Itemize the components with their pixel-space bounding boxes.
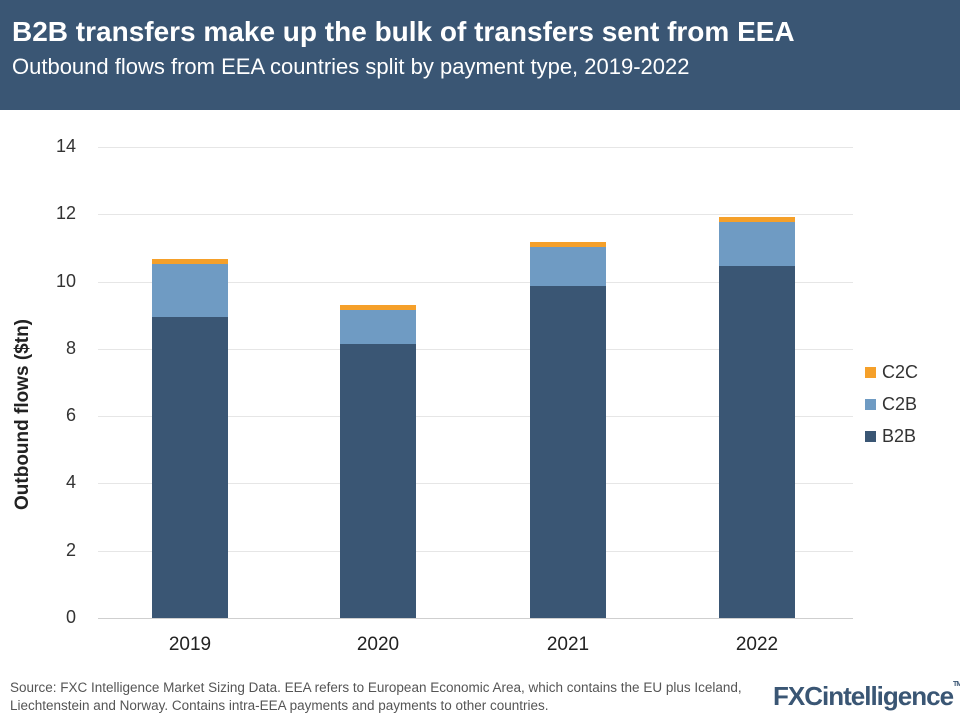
bar-segment-b2b bbox=[719, 266, 795, 618]
bar-segment-c2c bbox=[530, 241, 606, 247]
bar-segment-b2b bbox=[152, 316, 228, 618]
bar-segment-c2c bbox=[340, 305, 416, 310]
bar-2020 bbox=[340, 147, 416, 618]
y-tick-label: 4 bbox=[65, 472, 76, 493]
y-tick-label: 6 bbox=[65, 405, 76, 426]
gridline bbox=[98, 348, 853, 350]
x-tick-label: 2020 bbox=[356, 634, 400, 655]
bar-2019 bbox=[152, 147, 228, 618]
x-tick-label: 2022 bbox=[735, 634, 779, 655]
gridline bbox=[98, 281, 853, 283]
source-note: Source: FXC Intelligence Market Sizing D… bbox=[10, 680, 742, 713]
legend-item-c2b: C2B bbox=[865, 388, 918, 420]
legend-item-c2c: C2C bbox=[865, 356, 918, 388]
fxc-logo: FXCintelligenceTM bbox=[773, 681, 960, 711]
legend-swatch bbox=[865, 398, 876, 410]
chart-title: B2B transfers make up the bulk of transf… bbox=[12, 16, 795, 47]
bar-segment-c2b bbox=[152, 264, 228, 317]
legend-label: B2B bbox=[882, 425, 917, 446]
y-tick-label: 14 bbox=[55, 136, 76, 156]
x-tick-label: 2019 bbox=[168, 634, 212, 655]
bar-2021 bbox=[530, 147, 606, 618]
gridline bbox=[98, 416, 853, 418]
gridline bbox=[98, 550, 853, 552]
chart-header: B2B transfers make up the bulk of transf… bbox=[0, 0, 960, 110]
x-axis-line bbox=[98, 618, 853, 619]
x-tick-label: 2021 bbox=[546, 634, 590, 655]
plot-area bbox=[98, 147, 853, 619]
y-tick-label: 0 bbox=[65, 607, 76, 627]
legend-item-b2b: B2B bbox=[865, 420, 918, 452]
legend-swatch bbox=[865, 366, 876, 378]
gridline bbox=[98, 483, 853, 485]
y-tick-label: 8 bbox=[65, 337, 76, 358]
bar-segment-c2c bbox=[152, 259, 228, 265]
y-axis-label: Outbound flows ($tn) bbox=[12, 318, 33, 510]
bar-segment-b2b bbox=[340, 343, 416, 618]
gridline bbox=[98, 147, 853, 148]
y-tick-label: 12 bbox=[55, 203, 76, 224]
bar-segment-b2b bbox=[530, 285, 606, 618]
bar-segment-c2c bbox=[719, 216, 795, 222]
gridline bbox=[98, 214, 853, 216]
legend-swatch bbox=[865, 430, 876, 442]
y-tick-label: 2 bbox=[65, 539, 76, 560]
bar-segment-c2b bbox=[719, 222, 795, 267]
legend: C2C C2B B2B bbox=[865, 356, 918, 452]
bar-2022 bbox=[719, 147, 795, 618]
legend-label: C2B bbox=[882, 393, 918, 414]
legend-label: C2C bbox=[882, 361, 919, 382]
bar-segment-c2b bbox=[530, 246, 606, 286]
chart-subtitle: Outbound flows from EEA countries split … bbox=[12, 54, 690, 79]
y-tick-label: 10 bbox=[55, 270, 76, 291]
bar-segment-c2b bbox=[340, 309, 416, 344]
